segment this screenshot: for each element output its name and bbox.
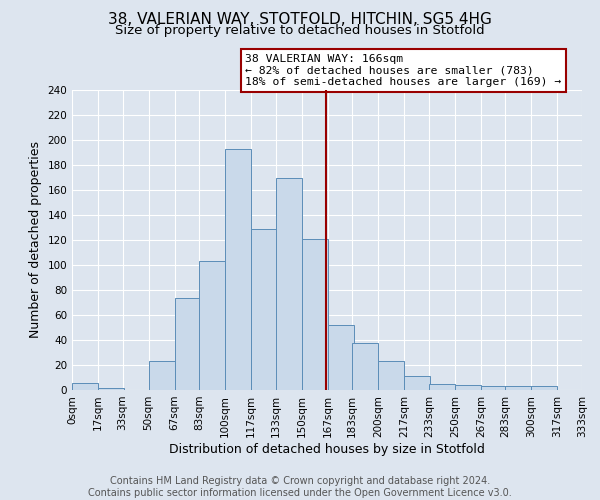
Y-axis label: Number of detached properties: Number of detached properties (29, 142, 42, 338)
Bar (98, 388, 124, 390)
Bar (455, 385, 481, 390)
Text: 38, VALERIAN WAY, STOTFOLD, HITCHIN, SG5 4HG: 38, VALERIAN WAY, STOTFOLD, HITCHIN, SG5… (108, 12, 492, 28)
Bar (505, 386, 532, 390)
Text: Contains HM Land Registry data © Crown copyright and database right 2024.
Contai: Contains HM Land Registry data © Crown c… (88, 476, 512, 498)
Bar (225, 149, 251, 390)
Bar (404, 376, 430, 390)
Bar (379, 361, 404, 390)
Bar (275, 178, 302, 390)
X-axis label: Distribution of detached houses by size in Stotfold: Distribution of detached houses by size … (169, 442, 485, 456)
Bar (302, 239, 328, 390)
Bar (532, 386, 557, 390)
Bar (199, 261, 225, 390)
Bar (72, 382, 98, 390)
Text: 38 VALERIAN WAY: 166sqm
← 82% of detached houses are smaller (783)
18% of semi-d: 38 VALERIAN WAY: 166sqm ← 82% of detache… (245, 54, 562, 87)
Bar (429, 384, 455, 390)
Text: Size of property relative to detached houses in Stotfold: Size of property relative to detached ho… (115, 24, 485, 37)
Bar (328, 325, 354, 390)
Bar (352, 342, 379, 390)
Bar (481, 386, 507, 390)
Bar (175, 298, 200, 390)
Bar (149, 361, 175, 390)
Bar (251, 229, 277, 390)
